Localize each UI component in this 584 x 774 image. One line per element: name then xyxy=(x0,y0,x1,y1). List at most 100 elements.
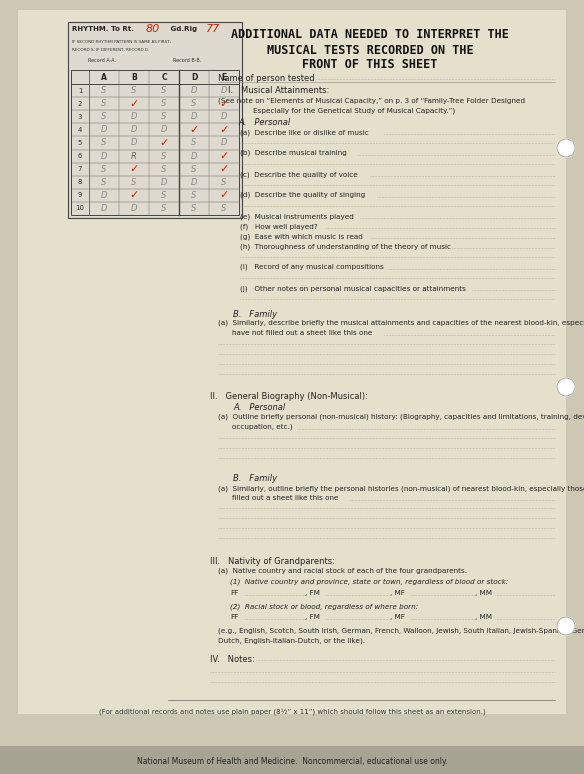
Text: S: S xyxy=(161,86,166,95)
Text: filled out a sheet like this one: filled out a sheet like this one xyxy=(232,495,339,501)
Text: S: S xyxy=(101,178,107,187)
Text: ✓: ✓ xyxy=(220,190,229,200)
Text: FF: FF xyxy=(230,614,238,620)
Text: D: D xyxy=(131,112,137,122)
Text: Dutch, English-Italian-Dutch, or the like).: Dutch, English-Italian-Dutch, or the lik… xyxy=(218,637,365,643)
Text: 5: 5 xyxy=(78,140,82,146)
Text: 2: 2 xyxy=(78,101,82,107)
Text: (a)  Similarly, describe briefly the musical attainments and capacities of the n: (a) Similarly, describe briefly the musi… xyxy=(218,320,584,327)
Text: (f)   How well played?: (f) How well played? xyxy=(240,223,318,230)
Text: have not filled out a sheet like this one: have not filled out a sheet like this on… xyxy=(232,330,373,336)
Text: (a)  Native country and racial stock of each of the four grandparents.: (a) Native country and racial stock of e… xyxy=(218,568,467,574)
Text: D: D xyxy=(161,125,167,135)
Text: S: S xyxy=(221,178,227,187)
Text: (h)  Thoroughness of understanding of the theory of music: (h) Thoroughness of understanding of the… xyxy=(240,243,451,249)
Text: (g)  Ease with which music is read: (g) Ease with which music is read xyxy=(240,233,363,239)
Text: , FM: , FM xyxy=(305,590,320,596)
Text: (1)  Native country and province, state or town, regardless of blood or stock:: (1) Native country and province, state o… xyxy=(230,578,509,584)
Text: FRONT OF THIS SHEET: FRONT OF THIS SHEET xyxy=(303,58,437,71)
Text: ✓: ✓ xyxy=(129,190,138,200)
Text: S: S xyxy=(131,86,137,95)
Text: ADDITIONAL DATA NEEDED TO INTERPRET THE: ADDITIONAL DATA NEEDED TO INTERPRET THE xyxy=(231,28,509,41)
Text: 80: 80 xyxy=(146,24,160,34)
Text: B: B xyxy=(131,73,137,81)
Text: (2)  Racial stock or blood, regardless of where born:: (2) Racial stock or blood, regardless of… xyxy=(230,603,418,610)
Text: (a)  Describe like or dislike of music: (a) Describe like or dislike of music xyxy=(240,129,369,135)
Text: ✓: ✓ xyxy=(189,125,199,135)
Text: (e.g., English, Scotch, South Irish, German, French, Walloon, Jewish, South Ital: (e.g., English, Scotch, South Irish, Ger… xyxy=(218,627,584,633)
Text: 6: 6 xyxy=(78,153,82,159)
Text: Name of person tested: Name of person tested xyxy=(218,74,315,83)
Text: III.   Nativity of Grandparents:: III. Nativity of Grandparents: xyxy=(210,557,335,566)
Text: S: S xyxy=(161,112,166,122)
Text: RECORD S; IF DIFFERENT, RECORD D.: RECORD S; IF DIFFERENT, RECORD D. xyxy=(72,48,150,52)
Text: 4: 4 xyxy=(78,127,82,133)
Text: II.   General Biography (Non-Musical):: II. General Biography (Non-Musical): xyxy=(210,392,368,401)
Text: (For additional records and notes use plain paper (8½” x 11”) which should follo: (For additional records and notes use pl… xyxy=(99,708,485,715)
Text: D: D xyxy=(191,86,197,95)
Text: 10: 10 xyxy=(75,205,85,211)
Text: 9: 9 xyxy=(78,193,82,198)
Text: S: S xyxy=(131,178,137,187)
Text: S: S xyxy=(161,191,166,200)
Text: C: C xyxy=(161,73,167,81)
Text: D: D xyxy=(131,125,137,135)
Text: , MF: , MF xyxy=(390,614,405,620)
Text: S: S xyxy=(192,165,197,173)
Text: , MM: , MM xyxy=(475,590,492,596)
Text: D: D xyxy=(221,86,227,95)
Text: 7: 7 xyxy=(78,166,82,172)
Text: D: D xyxy=(221,112,227,122)
Text: S: S xyxy=(192,204,197,213)
Bar xyxy=(0,746,584,774)
Text: IV.   Notes:: IV. Notes: xyxy=(210,655,255,664)
Circle shape xyxy=(557,378,575,396)
Text: Gd.Rig: Gd.Rig xyxy=(168,26,197,32)
Text: S: S xyxy=(161,99,166,108)
Text: , FM: , FM xyxy=(305,614,320,620)
Text: Record A-A.: Record A-A. xyxy=(88,58,116,63)
Text: , MF: , MF xyxy=(390,590,405,596)
Text: S: S xyxy=(192,99,197,108)
Text: (a)  Similarly, outline briefly the personal histories (non-musical) of nearest : (a) Similarly, outline briefly the perso… xyxy=(218,485,584,491)
Text: MUSICAL TESTS RECORDED ON THE: MUSICAL TESTS RECORDED ON THE xyxy=(267,44,473,57)
Text: (b)  Describe musical training: (b) Describe musical training xyxy=(240,150,347,156)
Text: Record B-B.: Record B-B. xyxy=(173,58,201,63)
Text: S: S xyxy=(101,139,107,148)
Text: S: S xyxy=(101,86,107,95)
Text: (c)  Describe the quality of voice: (c) Describe the quality of voice xyxy=(240,171,358,177)
Text: National Museum of Health and Medicine.  Noncommercial, educational use only.: National Museum of Health and Medicine. … xyxy=(137,758,447,766)
Text: A: A xyxy=(101,73,107,81)
Text: (d)  Describe the quality of singing: (d) Describe the quality of singing xyxy=(240,192,365,198)
Bar xyxy=(71,70,239,215)
Text: S: S xyxy=(221,204,227,213)
Text: ✓: ✓ xyxy=(159,138,169,148)
Text: R: R xyxy=(131,152,137,160)
Text: IF SECOND RHYTHM PATTERN IS SAME AS FIRST,: IF SECOND RHYTHM PATTERN IS SAME AS FIRS… xyxy=(72,40,171,44)
Circle shape xyxy=(557,617,575,635)
Text: ✓: ✓ xyxy=(129,98,138,108)
Text: ✓: ✓ xyxy=(220,125,229,135)
Text: FF: FF xyxy=(230,590,238,596)
Text: D: D xyxy=(131,204,137,213)
Text: A.   Personal: A. Personal xyxy=(238,118,290,127)
Text: S: S xyxy=(161,204,166,213)
Text: S: S xyxy=(101,112,107,122)
Text: S: S xyxy=(101,99,107,108)
Text: S: S xyxy=(161,165,166,173)
Text: I.   Musical Attainments:: I. Musical Attainments: xyxy=(228,86,329,95)
Text: (i)   Record of any musical compositions: (i) Record of any musical compositions xyxy=(240,264,384,270)
Text: occupation, etc.): occupation, etc.) xyxy=(232,424,293,430)
Text: D: D xyxy=(101,191,107,200)
Text: S: S xyxy=(192,191,197,200)
Text: (j)   Other notes on personal musical capacities or attainments: (j) Other notes on personal musical capa… xyxy=(240,285,466,292)
Text: D: D xyxy=(221,139,227,148)
Text: A.   Personal: A. Personal xyxy=(233,403,285,412)
Text: D: D xyxy=(101,204,107,213)
Text: S: S xyxy=(101,165,107,173)
Text: Especially for the Genetical Study of Musical Capacity.”): Especially for the Genetical Study of Mu… xyxy=(253,107,455,114)
Text: D: D xyxy=(191,73,197,81)
Text: D: D xyxy=(161,178,167,187)
Text: ✓: ✓ xyxy=(220,164,229,174)
Text: ✓: ✓ xyxy=(220,151,229,161)
